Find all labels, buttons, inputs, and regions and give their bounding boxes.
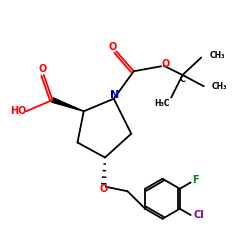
Text: HO: HO: [10, 106, 26, 116]
Text: Cl: Cl: [193, 210, 204, 220]
Text: O: O: [162, 59, 170, 69]
Text: N: N: [110, 90, 120, 100]
Text: H₃C: H₃C: [154, 99, 170, 108]
Text: O: O: [38, 64, 46, 74]
Text: O: O: [99, 184, 108, 194]
Polygon shape: [52, 98, 84, 111]
Text: CH₃: CH₃: [212, 82, 227, 91]
Text: C: C: [180, 75, 186, 84]
Text: F: F: [192, 175, 199, 185]
Text: O: O: [108, 42, 116, 52]
Text: CH₃: CH₃: [209, 51, 225, 60]
